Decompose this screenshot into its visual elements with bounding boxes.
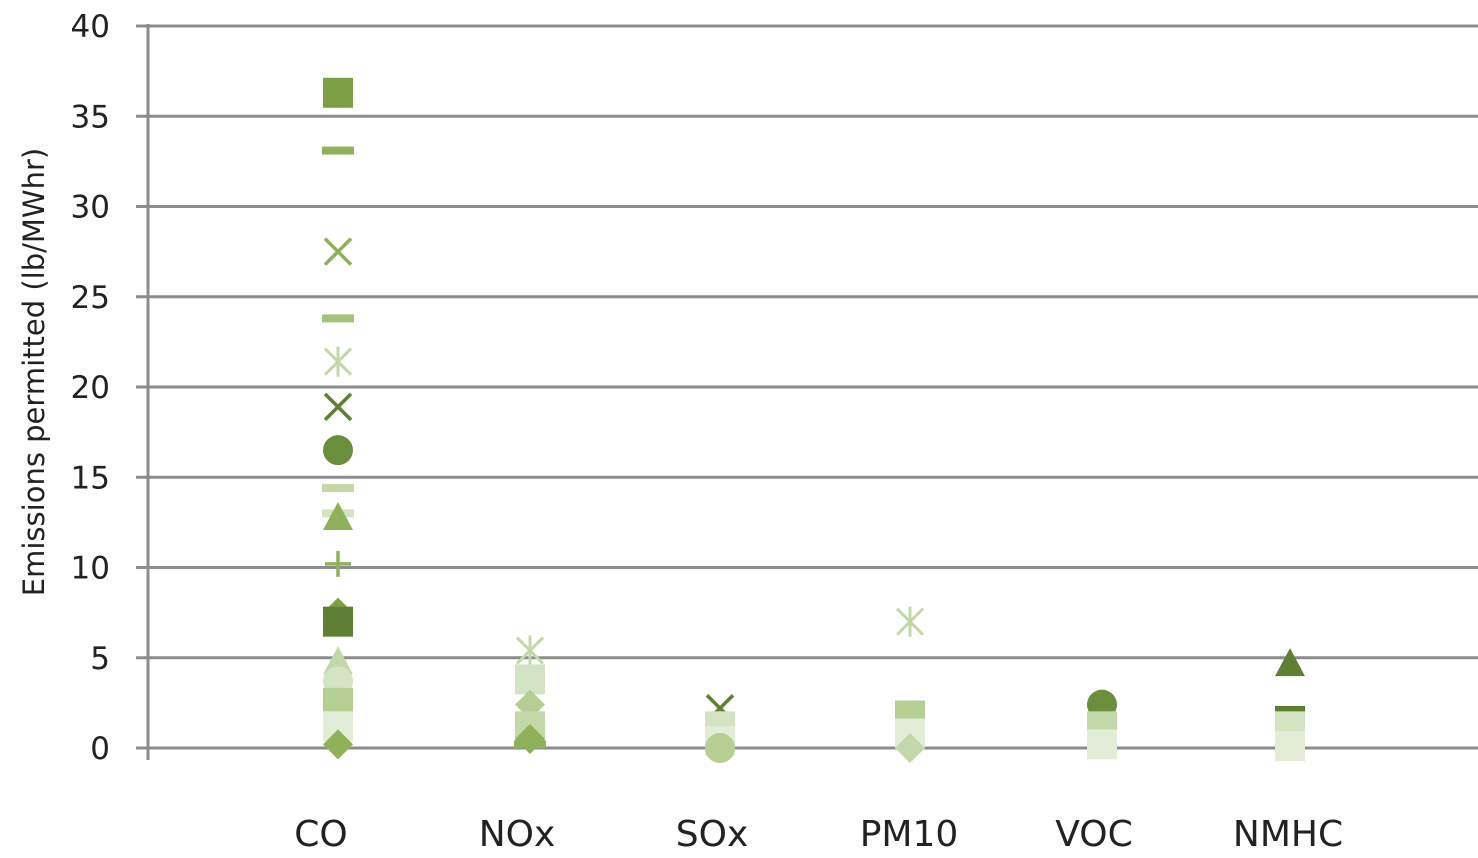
data-point-co-x [323, 392, 353, 422]
y-tick-label-15: 15 [71, 460, 110, 496]
data-point-co-x [323, 237, 353, 266]
data-point-nox-square [515, 664, 545, 695]
data-point-co-triangle [323, 501, 353, 530]
data-point-co-plus [325, 550, 351, 577]
x-category-label-voc: VOC [1055, 814, 1132, 855]
data-point-co-square [323, 77, 353, 108]
y-tick-label-35: 35 [71, 99, 110, 135]
data-point-voc-square [1087, 729, 1117, 760]
data-point-pm10-star [895, 606, 925, 637]
gridlines [148, 24, 1478, 660]
data-point-nmhc-triangle [1275, 648, 1305, 677]
y-tick-labels: 0 5 10 15 20 25 30 35 40 [71, 9, 110, 767]
data-point-co-square [323, 606, 353, 637]
data-point-co-star [323, 346, 353, 377]
x-category-label-nox: NOx [479, 814, 556, 855]
data-point-co-diamond [323, 729, 353, 760]
data-point-nox-star [515, 635, 545, 666]
data-point-co-triangle [323, 646, 353, 675]
y-tick-label-5: 5 [90, 641, 110, 677]
data-point-nmhc-square [1275, 731, 1305, 762]
y-tick-label-20: 20 [71, 370, 110, 406]
data-point-nox-dash [514, 740, 546, 749]
x-category-label-pm10: PM10 [860, 814, 959, 855]
data-point-co-dash [322, 484, 354, 493]
data-points [322, 77, 1305, 763]
x-category-label-nmhc: NMHC [1233, 814, 1343, 855]
data-point-co-dash [322, 314, 354, 323]
y-tick-label-10: 10 [71, 551, 110, 587]
data-point-pm10-diamond [895, 733, 925, 763]
data-point-sox-circle [705, 733, 735, 763]
x-category-label-sox: SOx [676, 814, 749, 855]
y-tick-label-25: 25 [71, 280, 110, 316]
y-tick-label-30: 30 [71, 190, 110, 226]
axes [136, 24, 1478, 760]
y-tick-label-40: 40 [71, 9, 110, 45]
data-point-co-circle [323, 435, 353, 466]
x-category-labels: CO NOx SOx PM10 VOC NMHC [294, 814, 1343, 855]
x-category-label-co: CO [294, 814, 347, 855]
y-tick-label-0: 0 [90, 731, 110, 767]
y-axis-title: Emissions permitted (lb/MWhr) [17, 148, 51, 596]
data-point-co-dash [322, 146, 354, 155]
